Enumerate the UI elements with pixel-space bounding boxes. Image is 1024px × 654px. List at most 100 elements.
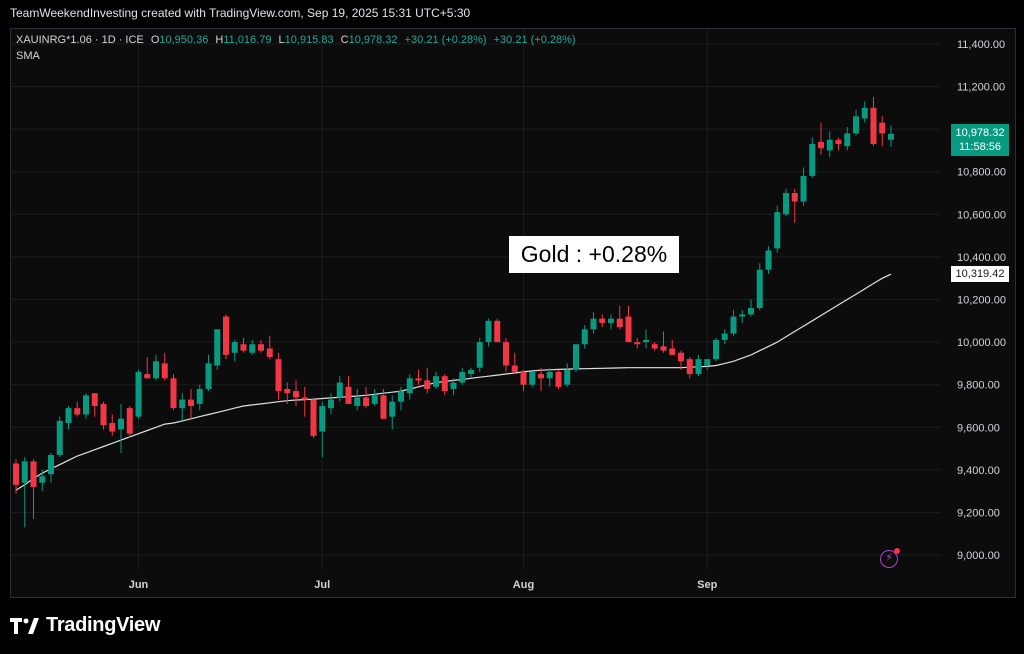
candle-down [126,405,133,438]
candle-body [625,316,632,343]
tradingview-logo[interactable]: TradingView [10,614,160,637]
candle-up [196,384,203,411]
candle-body [590,318,597,330]
candle-up [459,367,466,385]
candle-up [485,318,492,347]
candle-body [21,461,28,483]
candle-down [415,369,422,385]
candle-body [56,420,63,455]
candle-down [266,335,273,360]
candle-down [170,374,177,411]
candle-up [888,125,894,147]
candle-body [748,308,754,315]
candle-down [144,357,151,379]
candle-up [748,299,754,317]
candle-body [599,318,606,323]
candle-up [48,452,54,483]
candle-up [739,310,746,323]
candle-up [608,314,614,330]
last-price-tag: 10,978.32 11:58:56 [951,124,1009,156]
candle-body [730,316,737,334]
candle-up [231,339,238,362]
candle-body [818,141,824,149]
candle-up [581,325,588,349]
chart-caption: TeamWeekendInvesting created with Tradin… [10,6,471,20]
candle-up [135,369,142,419]
candle-up [328,393,334,415]
close-value: 10,978.32 [348,34,398,46]
candle-body [126,408,133,434]
candle-up [153,354,159,381]
lightning-icon[interactable]: ⚡ [880,548,900,568]
candle-body [13,463,19,485]
change-value: +30.21 (+0.28%) [404,34,487,46]
symbol-name[interactable]: XAUINRG*1.06 · 1D · ICE [16,34,144,46]
time-tick-label: Aug [513,579,534,591]
candle-body [91,393,98,406]
candle-body [651,344,658,349]
candle-body [258,344,264,351]
candle-body [660,346,667,351]
candle-down [818,122,824,155]
candle-body [301,397,308,400]
last-price-value: 10,978.32 [955,127,1005,139]
price-tick-label: 11,400.00 [957,39,1005,51]
candle-up [861,101,868,123]
candle-body [459,371,466,383]
candle-body [83,395,89,415]
open-value: 10,950.36 [159,34,209,46]
sma-indicator-label[interactable]: SMA [16,50,40,62]
candle-up [336,376,343,402]
symbol-legend[interactable]: XAUINRG*1.06 · 1D · ICE O10,950.36 H11,0… [16,34,576,46]
candle-down [345,376,352,404]
candle-body [389,401,396,417]
sma-value-tag: 10,319.42 [951,266,1009,282]
candle-down [660,331,667,353]
candle-down [634,337,641,349]
candle-up [844,126,851,151]
candle-up [564,363,571,387]
candle-body [188,399,194,406]
candle-down [100,401,107,430]
price-tick-label: 10,200.00 [957,295,1006,307]
candle-body [153,361,159,379]
candle-up [83,393,89,419]
candle-body [616,318,623,328]
candle-up [398,386,404,411]
candle-up [809,137,816,179]
candle-down [791,188,798,223]
candle-up [756,263,763,311]
candle-body [870,107,877,145]
candle-body [774,212,781,249]
candle-down [503,337,509,372]
candle-down [870,97,877,147]
candle-up [371,388,378,406]
candle-up [56,416,63,458]
candle-down [511,352,518,375]
candle-body [581,329,588,345]
time-tick-label: Sep [697,579,717,591]
candle-body [223,316,229,355]
candle-body [284,388,291,394]
candle-body [783,193,789,215]
candle-up [529,371,536,387]
candle-body [678,352,684,362]
candle-up [774,205,781,253]
candle-body [879,122,886,134]
time-tick-label: Jul [314,579,330,591]
candle-body [170,378,177,409]
time-tick-label: Jun [129,579,149,591]
candle-body [853,116,859,134]
candle-body [74,408,81,415]
candle-up [826,131,833,157]
candle-up [65,405,72,430]
candle-body [721,333,728,340]
candle-body [713,339,719,360]
candle-down [363,386,369,409]
candle-down [240,337,247,353]
candle-body [468,369,474,375]
candle-up [476,337,483,372]
candle-up [205,354,212,392]
chart-frame[interactable] [10,28,1016,598]
